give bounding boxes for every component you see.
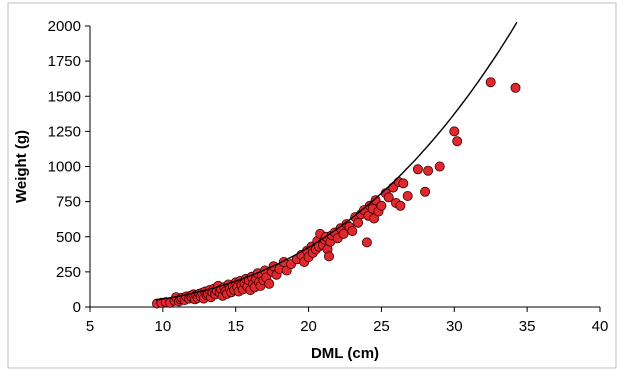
data-point: [402, 190, 413, 201]
y-tick-label: 2000: [48, 18, 81, 35]
y-tick-label: 0: [73, 299, 81, 316]
data-point: [369, 213, 380, 224]
y-tick-label: 1000: [48, 159, 81, 176]
axes: [85, 25, 601, 312]
data-point: [347, 226, 358, 237]
x-tick-label: 15: [227, 318, 244, 335]
x-tick-label: 30: [446, 318, 463, 335]
y-tick-label: 1250: [48, 123, 81, 140]
data-point: [264, 278, 275, 289]
data-point: [323, 251, 334, 262]
data-point: [383, 192, 394, 203]
y-tick-label: 750: [56, 194, 81, 211]
data-point: [338, 228, 349, 239]
x-tick-label: 20: [300, 318, 317, 335]
x-tick-label: 25: [373, 318, 390, 335]
y-tick-label: 250: [56, 264, 81, 281]
data-point: [452, 136, 463, 147]
data-point: [395, 200, 406, 211]
trendline: [155, 21, 518, 301]
data-point: [353, 217, 364, 228]
data-point: [420, 186, 431, 197]
y-tick-label: 500: [56, 229, 81, 246]
data-points: [151, 77, 521, 309]
data-point: [398, 178, 409, 189]
data-point: [510, 82, 521, 93]
x-tick-label: 40: [592, 318, 609, 335]
chart-frame: [7, 2, 617, 369]
data-point: [376, 200, 387, 211]
x-tick-label: 10: [155, 318, 172, 335]
data-point: [434, 161, 445, 172]
x-axis-title: DML (cm): [311, 345, 379, 362]
x-tick-label: 5: [86, 318, 94, 335]
y-tick-label: 1500: [48, 88, 81, 105]
y-axis-title: Weight (g): [13, 130, 30, 203]
y-tick-label: 1750: [48, 53, 81, 70]
data-point: [412, 164, 423, 175]
data-point: [485, 77, 496, 88]
data-point: [423, 165, 434, 176]
tick-labels: 5 10 15 20 25 30 35 40 0 250 500 750 1000 1250 1500 175…: [48, 18, 609, 335]
data-point: [449, 126, 460, 137]
data-point: [361, 237, 372, 248]
x-tick-label: 35: [519, 318, 536, 335]
